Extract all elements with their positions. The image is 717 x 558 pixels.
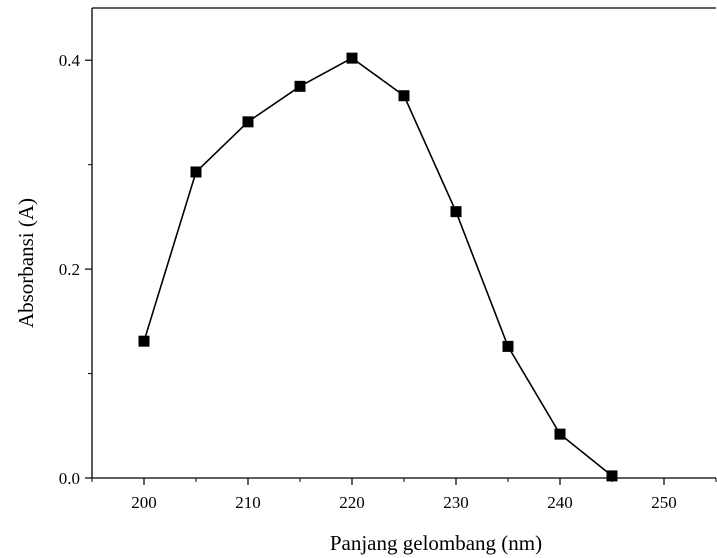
y-tick-label: 0.0	[59, 469, 80, 488]
data-point-marker	[294, 80, 306, 92]
data-point-marker	[502, 340, 514, 352]
x-axis-title: Panjang gelombang (nm)	[330, 531, 542, 555]
data-point-marker	[138, 335, 150, 347]
series-group	[138, 52, 618, 482]
data-point-marker	[398, 90, 410, 102]
y-axis-ticks: 0.0 0.2 0.4	[59, 51, 92, 488]
y-axis-title: Absorbansi (A)	[14, 198, 38, 328]
x-tick-label: 220	[339, 493, 365, 512]
data-point-marker	[242, 116, 254, 128]
x-axis-ticks: 200 210 220 230 240 250	[91, 478, 717, 512]
x-tick-label: 240	[547, 493, 573, 512]
y-tick-label: 0.2	[59, 260, 80, 279]
x-tick-label: 210	[235, 493, 261, 512]
data-point-marker	[606, 470, 618, 482]
x-tick-label: 250	[651, 493, 677, 512]
x-tick-label: 200	[131, 493, 157, 512]
data-point-marker	[554, 428, 566, 440]
data-point-marker	[190, 166, 202, 178]
data-point-marker	[346, 52, 358, 64]
data-point-marker	[450, 206, 462, 218]
y-tick-label: 0.4	[59, 51, 81, 70]
plot-frame	[91, 7, 716, 479]
series-line	[143, 57, 613, 477]
x-tick-label: 230	[443, 493, 469, 512]
